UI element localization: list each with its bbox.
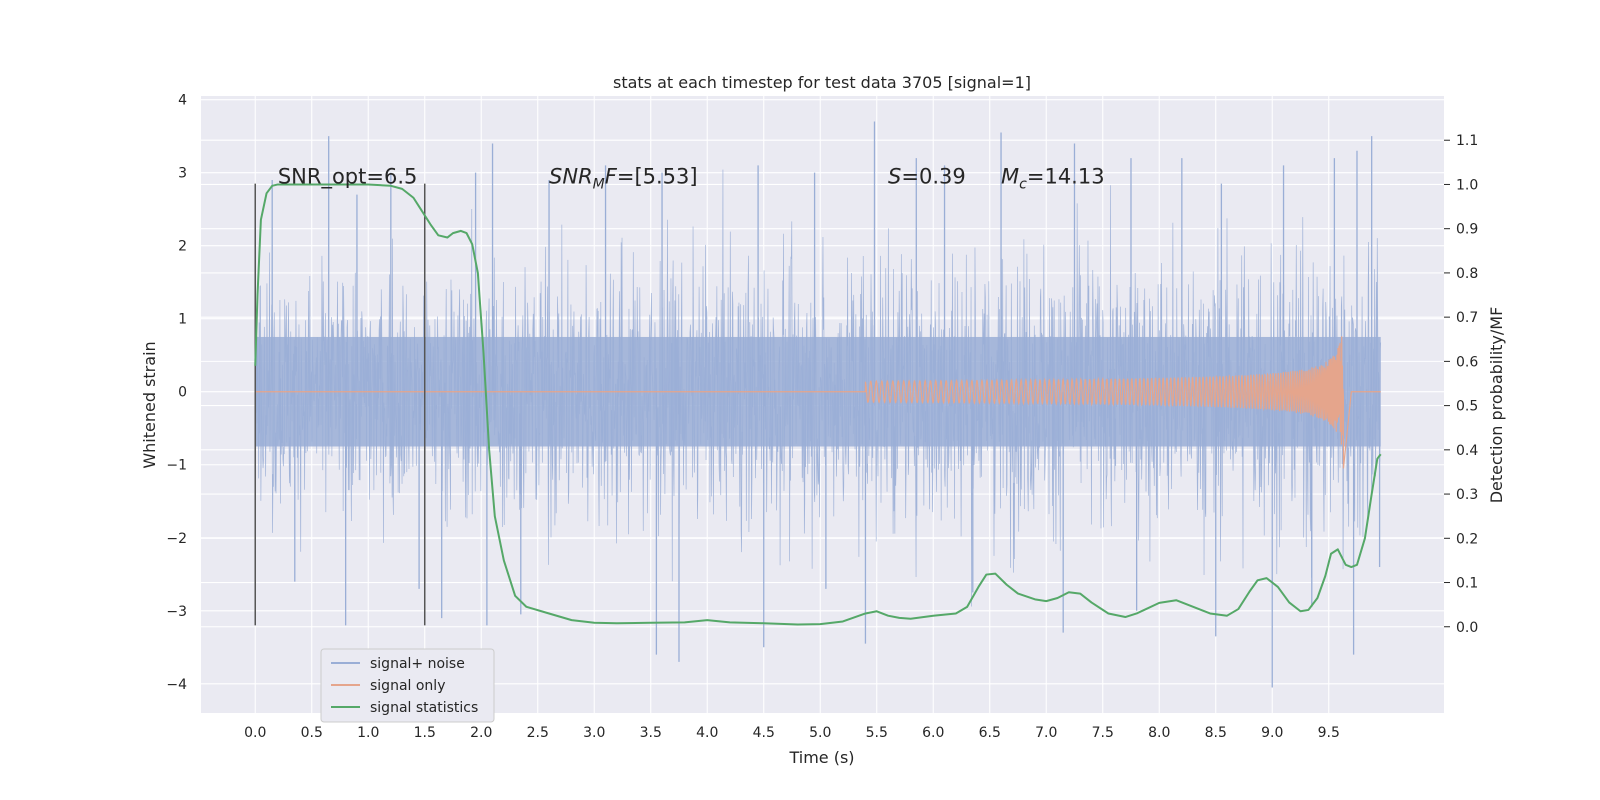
y-right-tick-label: 1.0 <box>1456 177 1478 193</box>
vertical-lines <box>254 183 426 626</box>
legend-label-stats: signal statistics <box>370 700 478 716</box>
y-right-tick-label: 0.6 <box>1456 354 1478 370</box>
x-tick-label: 1.5 <box>414 725 436 741</box>
y-right-tick-label: 0.4 <box>1456 443 1478 459</box>
stat-annotation: SNR_opt=6.5 <box>278 164 418 189</box>
annotation-part: SNR <box>549 164 593 188</box>
y-tick-label: 1 <box>178 312 187 328</box>
x-tick-label: 3.0 <box>583 725 605 741</box>
x-tick-label: 4.0 <box>696 725 718 741</box>
x-tick-label: 4.5 <box>753 725 775 741</box>
y-tick-label: 3 <box>178 166 187 182</box>
annotations: SNR_opt=6.5 SNRMF=[5.53] S=0.39 Mc=14.13 <box>278 164 1105 192</box>
legend-label-noise: signal+ noise <box>370 656 465 672</box>
chart-title: stats at each timestep for test data 370… <box>613 73 1031 92</box>
x-tick-label: 0.0 <box>244 725 266 741</box>
signal-series <box>255 336 1381 469</box>
x-tick-label: 5.0 <box>809 725 831 741</box>
y-right-axis-label: Detection probability/MF <box>1487 307 1506 504</box>
annotation-part: c <box>1019 176 1027 192</box>
stats-series <box>254 183 1382 626</box>
y-tick-label: −3 <box>166 604 187 620</box>
x-tick-label: 0.5 <box>301 725 323 741</box>
x-tick-label: 2.5 <box>527 725 549 741</box>
y-tick-label: 0 <box>178 385 187 401</box>
x-tick-label: 6.5 <box>979 725 1001 741</box>
signal-trace <box>255 336 1381 469</box>
y-right-tick-label: 0.7 <box>1456 310 1478 326</box>
x-tick-label: 7.0 <box>1035 725 1057 741</box>
y-right-tick-label: 1.1 <box>1456 133 1478 149</box>
y-right-tick-label: 0.8 <box>1456 266 1478 282</box>
x-tick-label: 1.0 <box>357 725 379 741</box>
x-axis-label: Time (s) <box>788 748 854 767</box>
y-right-tick-label: 0.5 <box>1456 399 1478 415</box>
legend: signal+ noise signal only signal statist… <box>320 648 495 723</box>
y-tick-label: −4 <box>166 677 187 693</box>
annotation-part: M <box>1001 164 1019 188</box>
x-tick-label: 8.0 <box>1148 725 1170 741</box>
x-tick-label: 6.0 <box>922 725 944 741</box>
y-ticks: 4 3 2 1 0 −1 −2 −3 −4 <box>166 93 187 693</box>
y-tick-label: −2 <box>166 531 187 547</box>
x-tick-label: 8.5 <box>1205 725 1227 741</box>
x-ticks: 0.0 0.5 1.0 1.5 2.0 2.5 3.0 3.5 4.0 4.5 5.0 5.5 6.0 6… <box>244 725 1340 741</box>
y-tick-label: 4 <box>178 93 187 109</box>
y-right-tick-label: 0.2 <box>1456 531 1478 547</box>
legend-box <box>320 648 495 723</box>
annotation-part: =[5.53] <box>617 164 698 188</box>
stats-line <box>254 183 1382 626</box>
x-tick-label: 9.0 <box>1261 725 1283 741</box>
annotation-part: M <box>593 176 605 192</box>
y-tick-label: 2 <box>178 239 187 255</box>
stat-annotation: Mc=14.13 <box>1001 164 1105 192</box>
stat-annotation: SNRMF=[5.53] <box>549 164 698 192</box>
annotation-part: F <box>605 164 618 188</box>
y-right-ticks: 1.1 1.0 0.9 0.8 0.7 0.6 0.5 0.4 0.3 0.2 0.1 0.0 <box>1444 133 1478 636</box>
annotation-part: SNR_opt=6.5 <box>278 164 418 189</box>
y-axis-label: Whitened strain <box>140 341 159 468</box>
x-tick-label: 5.5 <box>866 725 888 741</box>
x-tick-label: 7.5 <box>1092 725 1114 741</box>
y-right-tick-label: 0.0 <box>1456 620 1478 636</box>
y-right-tick-label: 0.3 <box>1456 487 1478 503</box>
annotation-part: S <box>888 164 901 188</box>
annotation-part: =14.13 <box>1027 164 1105 188</box>
y-right-tick-label: 0.1 <box>1456 576 1478 592</box>
stat-annotation: S=0.39 <box>888 164 966 188</box>
y-right-tick-label: 0.9 <box>1456 222 1478 238</box>
x-tick-label: 2.0 <box>470 725 492 741</box>
x-tick-label: 3.5 <box>640 725 662 741</box>
legend-label-signal: signal only <box>370 678 445 694</box>
y-tick-label: −1 <box>166 458 187 474</box>
annotation-part: =0.39 <box>901 164 965 188</box>
x-tick-label: 9.5 <box>1318 725 1340 741</box>
